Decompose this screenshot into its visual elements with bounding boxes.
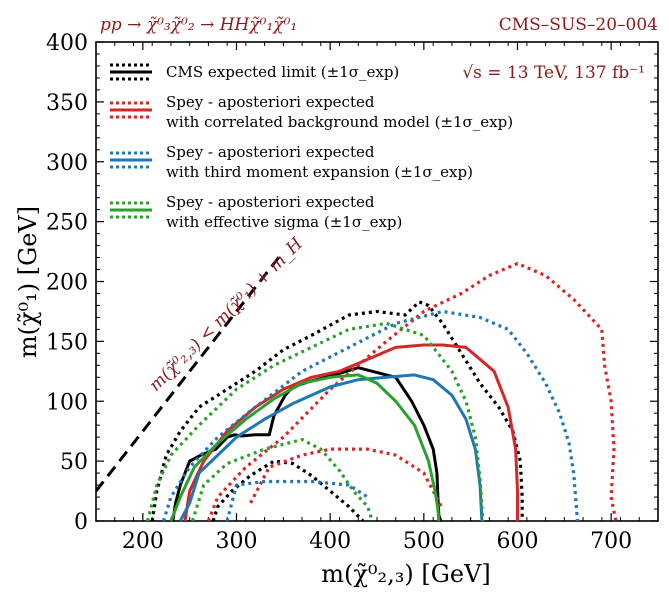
- legend-label-line2: with effective sigma (±1σ_exp): [166, 213, 402, 231]
- legend-label-line1: Spey - aposteriori expected: [166, 193, 375, 211]
- x-tick-label: 700: [590, 529, 632, 554]
- kinematic-limit-label: m(χ̃⁰₂,₃) < m(χ̃⁰₁) + m_H: [145, 233, 307, 395]
- chart-title-process: pp → χ̃⁰₃χ̃⁰₂ → HHχ̃⁰₁χ̃⁰₁: [100, 15, 297, 35]
- series-third_moment-dotted-8: [225, 479, 369, 521]
- contour-series: [145, 261, 618, 521]
- y-tick-label: 0: [74, 510, 88, 535]
- legend-label-line1: Spey - aposteriori expected: [166, 93, 375, 111]
- x-tick-label: 200: [122, 529, 164, 554]
- legend-entry-correlated: Spey - aposteriori expected with correlat…: [110, 93, 513, 131]
- x-tick-label: 300: [216, 529, 258, 554]
- y-tick-label: 100: [46, 390, 88, 415]
- legend-entry-cms: CMS expected limit (±1σ_exp): [110, 63, 399, 81]
- axis-tick-labels: 200 300 400 500 600 700 0 50 100 150 200 250 300 350 4…: [46, 31, 632, 554]
- y-tick-label: 250: [46, 211, 88, 236]
- x-tick-label: 400: [309, 529, 351, 554]
- energy-luminosity-label: √s = 13 TeV, 137 fb⁻¹: [462, 63, 645, 83]
- y-tick-label: 200: [46, 271, 88, 296]
- axis-ticks: [95, 41, 659, 522]
- x-tick-label: 500: [403, 529, 445, 554]
- y-tick-label: 50: [60, 450, 88, 475]
- kinematic-limit-dashed-line: [96, 250, 285, 492]
- legend-label-line2: with third moment expansion (±1σ_exp): [166, 163, 473, 181]
- legend: CMS expected limit (±1σ_exp) Spey - apost…: [110, 63, 513, 231]
- series-third_moment-solid-6: [178, 373, 484, 521]
- x-tick-label: 600: [497, 529, 539, 554]
- series-correlated-solid-3: [183, 343, 519, 521]
- y-axis-title: m(χ̃⁰₁) [GeV]: [14, 206, 42, 358]
- y-tick-label: 150: [46, 330, 88, 355]
- legend-label-line1: Spey - aposteriori expected: [166, 143, 375, 161]
- series-effective_sigma-solid-9: [169, 373, 441, 521]
- legend-label-line1: CMS expected limit (±1σ_exp): [166, 63, 399, 81]
- chart-title-analysis: CMS–SUS–20–004: [499, 15, 658, 35]
- series-correlated-dotted-5: [249, 447, 444, 510]
- y-tick-label: 400: [46, 31, 88, 56]
- series-effective_sigma-dotted-11: [190, 437, 374, 521]
- series-cms-dotted-1: [150, 300, 524, 521]
- series-effective_sigma-dotted-10: [145, 321, 485, 521]
- legend-entry-third_moment: Spey - aposteriori expected with third mo…: [110, 143, 473, 181]
- series-correlated-dotted-4: [206, 261, 618, 521]
- series-third_moment-dotted-7: [161, 309, 580, 521]
- legend-entry-effective_sigma: Spey - aposteriori expected with effectiv…: [110, 193, 402, 231]
- kinematic-limit-line: [96, 250, 285, 492]
- y-tick-label: 350: [46, 91, 88, 116]
- y-tick-label: 300: [46, 151, 88, 176]
- x-axis-title: m(χ̃⁰₂,₃) [GeV]: [321, 560, 491, 588]
- legend-label-line2: with correlated background model (±1σ_ex…: [166, 113, 513, 131]
